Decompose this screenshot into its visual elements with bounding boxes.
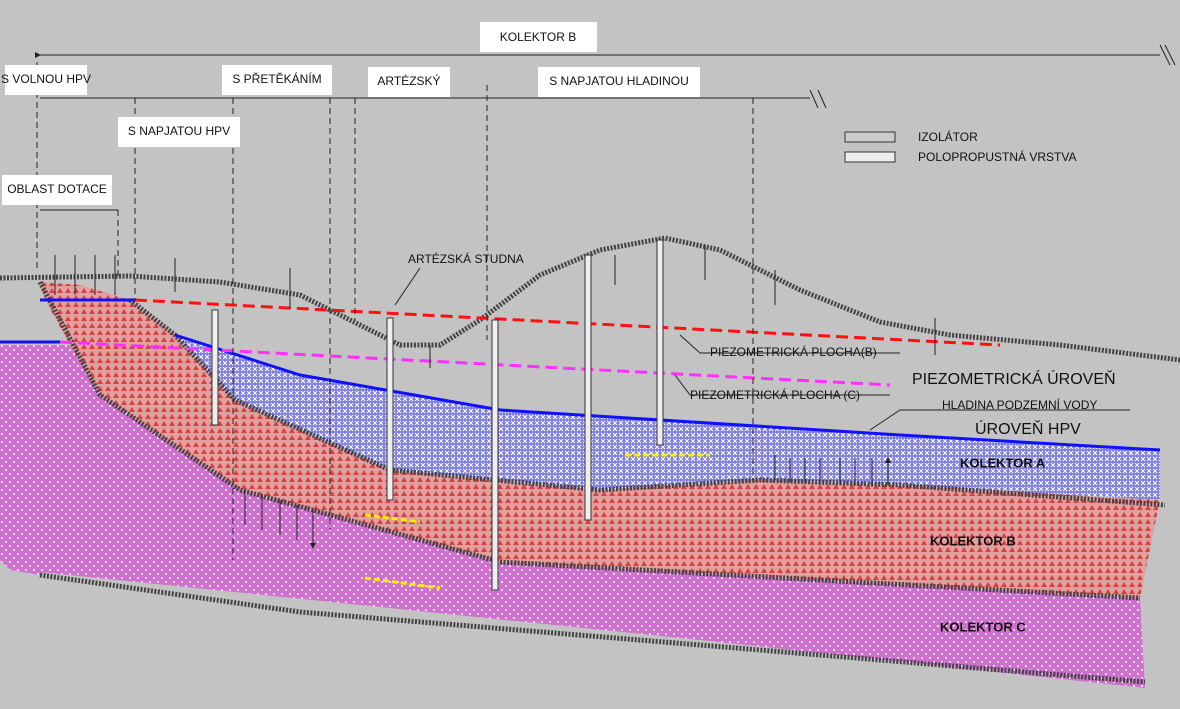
zone-label: OBLAST DOTACE xyxy=(7,182,107,196)
piezo-b-line xyxy=(134,298,1001,347)
annotation: HLADINA PODZEMNÍ VODY xyxy=(942,397,1097,412)
annotation: ARTÉZSKÁ STUDNA xyxy=(408,251,524,266)
flow xyxy=(364,453,710,590)
legend-swatch xyxy=(844,151,896,163)
dividers xyxy=(37,44,1176,560)
kolektor-c xyxy=(0,345,1145,688)
layer-label: KOLEKTOR A xyxy=(960,455,1046,470)
layer-label: KOLEKTOR C xyxy=(940,619,1026,634)
annotation: ÚROVEŇ HPV xyxy=(975,419,1081,438)
annotation: PIEZOMETRICKÁ ÚROVEŇ xyxy=(912,369,1116,388)
kolektor-b xyxy=(40,282,1160,598)
leader xyxy=(674,334,1130,431)
piezo-c-line xyxy=(59,340,891,387)
zone-label: ARTÉZSKÝ xyxy=(377,73,440,88)
annotation: PIEZOMETRICKÁ PLOCHA (C) xyxy=(690,387,860,402)
zone-label: S PŘETĚKÁNÍM xyxy=(232,71,321,86)
legend-swatch xyxy=(844,131,896,143)
legend-label: IZOLÁTOR xyxy=(918,129,978,144)
zone-label: S VOLNOU HPV xyxy=(1,72,91,86)
kolektor-a xyxy=(175,335,1160,500)
leader xyxy=(394,267,421,306)
layer-label: KOLEKTOR B xyxy=(930,533,1016,548)
header-title: KOLEKTOR B xyxy=(500,30,576,44)
isolator xyxy=(37,280,1141,601)
legend-label: POLOPROPUSTNÁ VRSTVA xyxy=(918,149,1076,164)
water-lines xyxy=(0,298,1161,590)
wells xyxy=(211,239,664,591)
zone-label: S NAPJATOU HLADINOU xyxy=(549,74,689,88)
annotation: PIEZOMETRICKÁ PLOCHA(B) xyxy=(710,344,877,359)
ground-surface xyxy=(0,235,1180,363)
water-table xyxy=(0,298,1161,452)
zone-label: S NAPJATOU HPV xyxy=(128,124,230,138)
isolator xyxy=(39,572,1146,685)
